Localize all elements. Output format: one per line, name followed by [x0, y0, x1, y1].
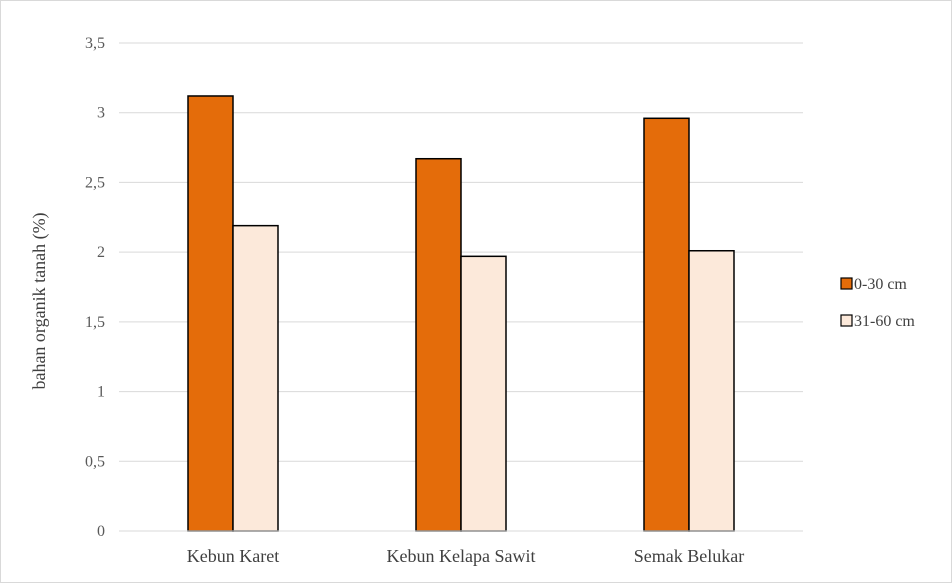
y-tick-label: 0 — [97, 523, 105, 540]
y-tick-label: 1,5 — [85, 314, 105, 331]
legend-label: 31-60 cm — [854, 313, 915, 330]
y-axis-ticks: 0 0,5 1 1,5 2 2,5 3 3,5 — [85, 35, 105, 540]
legend: 0-30 cm 31-60 cm — [840, 276, 915, 330]
category-label: Kebun Kelapa Sawit — [387, 546, 536, 566]
y-tick-label: 2 — [97, 244, 105, 261]
category-labels: Kebun Karet Kebun Kelapa Sawit Semak Beluk… — [187, 546, 744, 566]
category-label: Semak Belukar — [634, 546, 744, 566]
legend-label: 0-30 cm — [854, 276, 907, 293]
bar-series-1 — [187, 95, 234, 532]
bar-series-2 — [232, 224, 279, 532]
bar-series-1 — [415, 157, 462, 532]
y-tick-label: 2,5 — [85, 174, 105, 191]
bar-series-1 — [643, 117, 690, 532]
bar-series-2 — [460, 255, 507, 532]
y-tick-label: 0,5 — [85, 453, 105, 470]
y-tick-label: 1 — [97, 384, 105, 401]
category-label: Kebun Karet — [187, 546, 279, 566]
y-tick-label: 3,5 — [85, 35, 105, 52]
legend-swatch — [840, 277, 853, 290]
y-axis-title: bahan organik tanah (%) — [29, 212, 50, 389]
bar-series-2 — [688, 249, 735, 532]
y-tick-label: 3 — [97, 105, 105, 122]
legend-swatch — [840, 314, 853, 327]
bars — [187, 95, 735, 532]
